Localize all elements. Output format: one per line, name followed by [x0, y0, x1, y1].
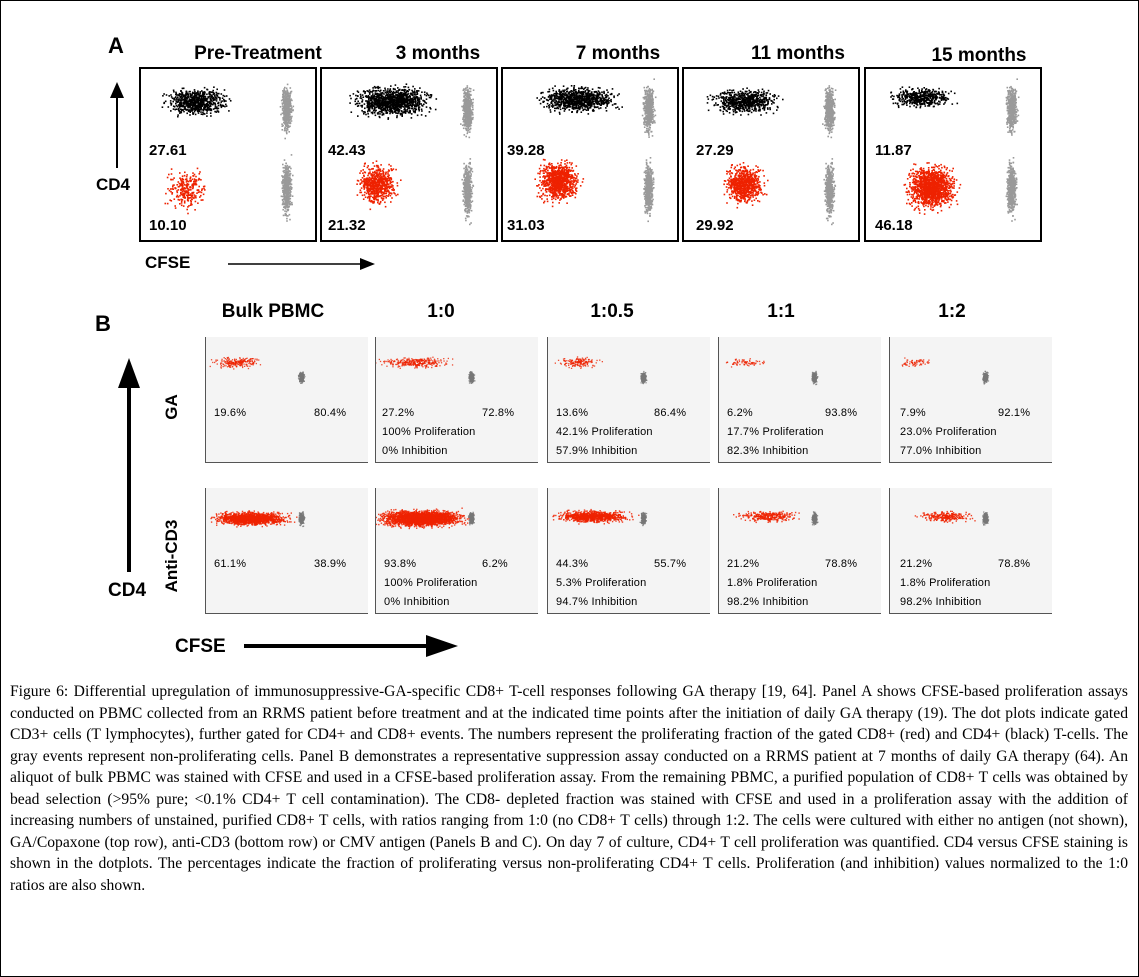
panel-a-plot-2: 39.28 31.03	[501, 67, 679, 242]
panel-a-cd8-pct-3: 29.92	[696, 217, 734, 234]
proliferation-text: 5.3% Proliferation	[556, 577, 646, 589]
nonprolif-pct: 38.9%	[314, 558, 346, 570]
nonprolif-pct: 92.1%	[998, 407, 1030, 419]
inhibition-text: 0% Inhibition	[384, 596, 450, 608]
panel-b-plot-cd3-1: 93.8% 6.2% 100% Proliferation 0% Inhibit…	[375, 488, 538, 614]
panel-b-plot-cd3-3: 21.2% 78.8% 1.8% Proliferation 98.2% Inh…	[718, 488, 881, 614]
inhibition-text: 57.9% Inhibition	[556, 445, 637, 457]
panel-b-dots-cd3-1	[376, 507, 475, 530]
nonprolif-pct: 72.8%	[482, 407, 514, 419]
panel-b-row-label-ga: GA	[162, 377, 182, 437]
panel-a-plot-3: 27.29 29.92	[682, 67, 860, 242]
prolif-pct: 6.2%	[727, 407, 753, 419]
panel-b-dots-ga-3	[725, 358, 819, 386]
nonprolif-pct: 80.4%	[314, 407, 346, 419]
figure-caption: Figure 6: Differential upregulation of i…	[10, 681, 1128, 896]
panel-b-dots-ga-4	[901, 357, 990, 385]
panel-b-plot-ga-3: 6.2% 93.8% 17.7% Proliferation 82.3% Inh…	[718, 337, 881, 463]
panel-a-cd8-pct-4: 46.18	[875, 217, 913, 234]
prolif-pct: 19.6%	[214, 407, 246, 419]
prolif-pct: 27.2%	[382, 407, 414, 419]
prolif-pct: 93.8%	[384, 558, 416, 570]
nonprolif-pct: 55.7%	[654, 558, 686, 570]
prolif-pct: 7.9%	[900, 407, 926, 419]
proliferation-text: 100% Proliferation	[384, 577, 478, 589]
panel-b-dots-ga-1	[376, 356, 476, 384]
panel-b-y-arrow	[118, 358, 140, 572]
inhibition-text: 98.2% Inhibition	[727, 596, 808, 608]
proliferation-text: 42.1% Proliferation	[556, 426, 653, 438]
proliferation-text: 100% Proliferation	[382, 426, 476, 438]
panel-a-cd4-pct-3: 27.29	[696, 142, 734, 159]
panel-b-row-label-anti-cd3: Anti-CD3	[162, 506, 182, 606]
proliferation-text: 23.0% Proliferation	[900, 426, 997, 438]
panel-a-header-0: Pre-Treatment	[173, 43, 343, 65]
panel-a-cd8-pct-1: 21.32	[328, 217, 366, 234]
panel-a-cd8-pct-0: 10.10	[149, 217, 187, 234]
panel-b-plot-cd3-4: 21.2% 78.8% 1.8% Proliferation 98.2% Inh…	[889, 488, 1052, 614]
proliferation-text: 1.8% Proliferation	[900, 577, 990, 589]
panel-a-cd4-pct-1: 42.43	[328, 142, 366, 159]
panel-b-y-label: CD4	[108, 580, 146, 602]
panel-a-header-1: 3 months	[353, 43, 523, 65]
panel-b-header-0: Bulk PBMC	[193, 301, 353, 323]
nonprolif-pct: 93.8%	[825, 407, 857, 419]
proliferation-text: 17.7% Proliferation	[727, 426, 824, 438]
panel-b-dots-ga-0	[209, 356, 306, 384]
panel-a-cd4-pct-4: 11.87	[875, 142, 912, 159]
panel-a-dots-3	[706, 85, 837, 226]
prolif-pct: 61.1%	[214, 558, 246, 570]
panel-a-dots-0	[161, 83, 295, 222]
panel-a-plot-1: 42.43 21.32	[320, 67, 498, 242]
prolif-pct: 44.3%	[556, 558, 588, 570]
panel-b-dots-cd3-4	[914, 510, 990, 526]
panel-a-plot-0: 27.61 10.10	[139, 67, 317, 242]
nonprolif-pct: 78.8%	[998, 558, 1030, 570]
nonprolif-pct: 6.2%	[482, 558, 508, 570]
panel-a-y-label: CD4	[96, 175, 130, 195]
inhibition-text: 94.7% Inhibition	[556, 596, 637, 608]
panel-b-plot-cd3-2: 44.3% 55.7% 5.3% Proliferation 94.7% Inh…	[547, 488, 710, 614]
inhibition-text: 77.0% Inhibition	[900, 445, 981, 457]
panel-b-plot-ga-0: 19.6% 80.4%	[205, 337, 368, 463]
panel-a-letter: A	[108, 33, 124, 59]
prolif-pct: 21.2%	[900, 558, 932, 570]
panel-b-dots-cd3-2	[552, 508, 648, 527]
panel-b-x-arrow	[244, 635, 458, 657]
panel-b-dots-ga-2	[554, 356, 648, 385]
panel-a-dots-2	[534, 78, 657, 223]
panel-b-letter: B	[95, 311, 111, 337]
panel-b-header-3: 1:1	[701, 301, 861, 323]
panel-a-x-label: CFSE	[145, 253, 190, 273]
panel-b-plot-cd3-0: 61.1% 38.9%	[205, 488, 368, 614]
panel-a-header-2: 7 months	[533, 43, 703, 65]
prolif-pct: 13.6%	[556, 407, 588, 419]
panel-b-dots-cd3-0	[210, 510, 306, 528]
panel-b-plot-ga-4: 7.9% 92.1% 23.0% Proliferation 77.0% Inh…	[889, 337, 1052, 463]
nonprolif-pct: 86.4%	[654, 407, 686, 419]
panel-a-cd4-pct-2: 39.28	[507, 142, 545, 159]
panel-b-header-4: 1:2	[872, 301, 1032, 323]
panel-a-cd8-pct-2: 31.03	[507, 217, 545, 234]
panel-a-y-arrow	[110, 82, 124, 168]
panel-a-x-arrow	[228, 258, 375, 270]
panel-a-dots-4	[890, 78, 1020, 222]
panel-a-cd4-pct-0: 27.61	[149, 142, 187, 159]
inhibition-text: 98.2% Inhibition	[900, 596, 981, 608]
inhibition-text: 82.3% Inhibition	[727, 445, 808, 457]
panel-b-x-label: CFSE	[175, 636, 226, 658]
panel-a-header-3: 11 months	[713, 43, 883, 65]
inhibition-text: 0% Inhibition	[382, 445, 448, 457]
nonprolif-pct: 78.8%	[825, 558, 857, 570]
panel-a-plot-4: 11.87 46.18	[864, 67, 1042, 242]
panel-a-header-4: 15 months	[894, 45, 1064, 67]
panel-b-dots-cd3-3	[733, 510, 819, 526]
panel-b-header-2: 1:0.5	[532, 301, 692, 323]
prolif-pct: 21.2%	[727, 558, 759, 570]
panel-b-plot-ga-2: 13.6% 86.4% 42.1% Proliferation 57.9% In…	[547, 337, 710, 463]
panel-b-header-1: 1:0	[361, 301, 521, 323]
panel-b-plot-ga-1: 27.2% 72.8% 100% Proliferation 0% Inhibi…	[375, 337, 538, 463]
panel-a-dots-1	[349, 83, 475, 226]
proliferation-text: 1.8% Proliferation	[727, 577, 817, 589]
